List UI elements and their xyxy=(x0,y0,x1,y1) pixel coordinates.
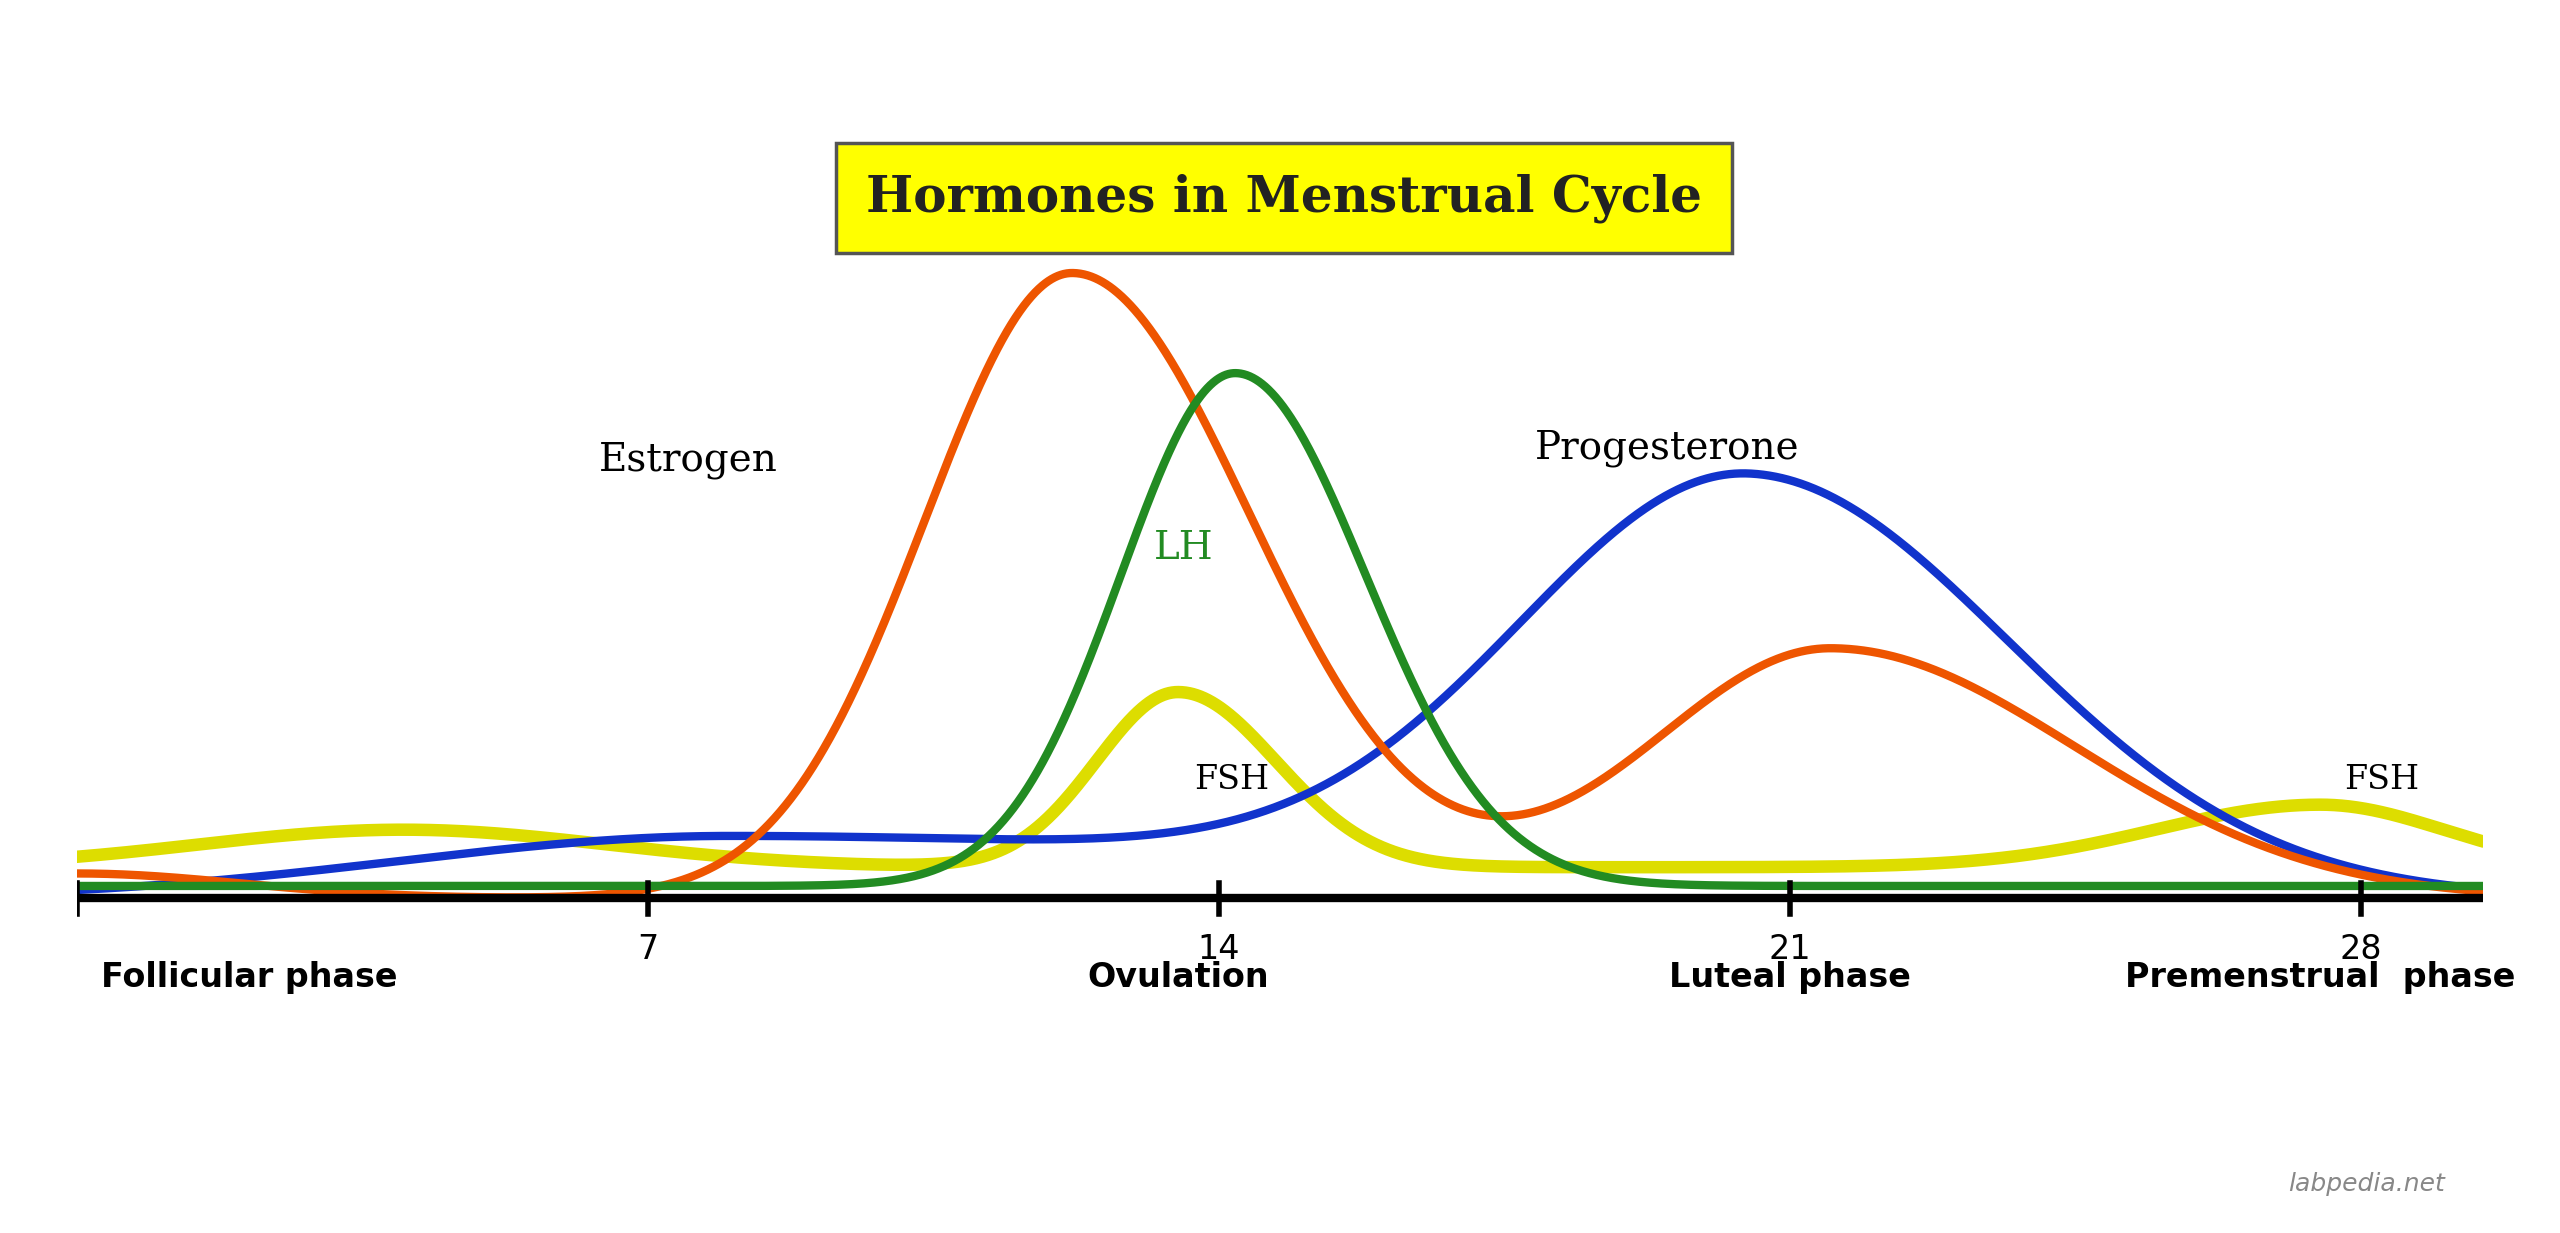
Text: 14: 14 xyxy=(1198,933,1239,965)
Text: Luteal phase: Luteal phase xyxy=(1669,961,1910,994)
Text: 7: 7 xyxy=(637,933,658,965)
Text: 28: 28 xyxy=(2340,933,2383,965)
Text: 21: 21 xyxy=(1769,933,1810,965)
Text: Follicular phase: Follicular phase xyxy=(102,961,397,994)
Text: Ovulation: Ovulation xyxy=(1088,961,1270,994)
Text: FSH: FSH xyxy=(2345,763,2419,795)
Text: Premenstrual  phase: Premenstrual phase xyxy=(2125,961,2516,994)
Text: LH: LH xyxy=(1155,530,1213,567)
Text: Hormones in Menstrual Cycle: Hormones in Menstrual Cycle xyxy=(865,174,1702,223)
Text: Progesterone: Progesterone xyxy=(1536,429,1800,467)
Text: FSH: FSH xyxy=(1196,763,1270,795)
Text: labpedia.net: labpedia.net xyxy=(2289,1173,2445,1196)
Text: Estrogen: Estrogen xyxy=(599,441,778,480)
